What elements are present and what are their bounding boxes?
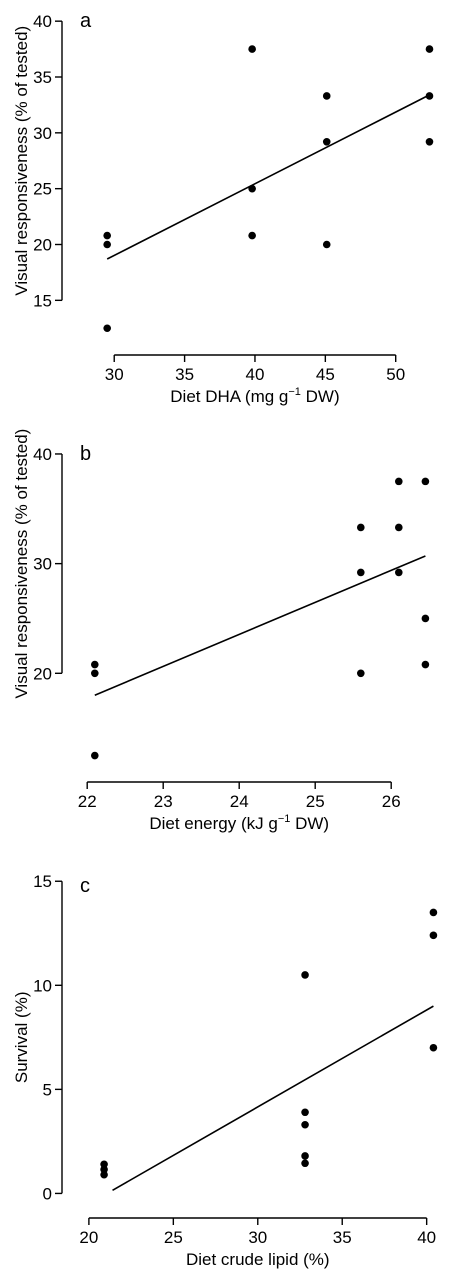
y-tick-label: 10: [33, 976, 52, 995]
data-point: [103, 231, 111, 240]
x-tick-label: 25: [306, 792, 325, 811]
panel-label: a: [80, 10, 92, 32]
data-point: [248, 184, 256, 193]
x-tick-label: 30: [248, 1228, 267, 1247]
x-tick-label: 50: [386, 365, 405, 384]
data-point: [301, 1152, 309, 1160]
data-point: [357, 669, 365, 678]
y-tick-label: 20: [33, 664, 52, 683]
y-tick-label: 40: [33, 12, 52, 31]
data-point: [301, 1159, 309, 1168]
data-point: [248, 45, 256, 53]
x-axis-label-tail: DW): [301, 387, 340, 406]
data-point: [395, 477, 403, 486]
data-point: [301, 971, 309, 979]
y-axis-label: Visual responsiveness (% of tested): [12, 26, 31, 296]
data-point: [100, 1165, 108, 1174]
panel-label: c: [80, 875, 90, 897]
panel-a: 15 20 25 30 35 40 30 35 40 45 50 Diet DHA (mg g−1 D…: [12, 10, 434, 406]
x-tick-label: 35: [333, 1228, 352, 1247]
y-tick-label: 40: [33, 445, 52, 464]
x-tick-label: 22: [78, 792, 97, 811]
panel-c: 0 5 10 15 20 25 30 35 40 Diet crude lipid (%) Surv…: [12, 872, 438, 1269]
data-point: [421, 660, 430, 669]
data-point: [429, 1043, 438, 1052]
y-tick-label: 25: [33, 180, 52, 199]
x-tick-label: 26: [382, 792, 401, 811]
x-axis-label: Diet DHA (mg g−1 DW): [170, 386, 339, 406]
x-axis-label-main: Diet crude lipid (%): [186, 1250, 330, 1269]
data-point: [100, 1160, 108, 1169]
x-axis-label-tail: DW): [290, 814, 329, 833]
fit-line: [112, 1005, 434, 1192]
y-tick-label: 20: [33, 236, 52, 255]
x-tick-label: 35: [175, 365, 194, 384]
x-axis-label-sup: −1: [278, 813, 291, 825]
y-tick-label: 15: [33, 872, 52, 891]
data-point: [421, 614, 430, 623]
data-point: [322, 92, 331, 100]
y-tick-label: 30: [33, 555, 52, 574]
data-point: [395, 523, 403, 532]
data-point: [357, 568, 365, 577]
data-point: [429, 931, 438, 940]
panel-b: 20 30 40 22 23 24 25 26 Diet energy (kJ g−1 DW) V…: [12, 429, 430, 833]
y-tick-label: 0: [43, 1184, 52, 1203]
x-axis-label: Diet crude lipid (%): [186, 1250, 330, 1269]
data-point: [248, 231, 256, 240]
x-tick-label: 25: [164, 1228, 183, 1247]
data-point: [425, 137, 434, 146]
y-axis-label: Visual responsiveness (% of tested): [12, 429, 31, 699]
data-point: [429, 908, 438, 917]
data-point: [103, 240, 111, 249]
data-point: [357, 523, 365, 532]
x-axis-label-main: Diet DHA (mg g: [170, 387, 288, 406]
x-tick-label: 23: [154, 792, 173, 811]
y-tick-label: 5: [43, 1080, 52, 1099]
data-point: [103, 324, 111, 333]
x-axis-label: Diet energy (kJ g−1 DW): [149, 813, 329, 833]
x-tick-label: 45: [316, 365, 335, 384]
data-point: [395, 568, 403, 577]
x-tick-label: 20: [79, 1228, 98, 1247]
data-point: [91, 660, 99, 669]
data-point: [100, 1170, 108, 1179]
x-axis-label-main: Diet energy (kJ g: [149, 814, 278, 833]
panel-label: b: [80, 443, 91, 465]
x-tick-label: 40: [246, 365, 265, 384]
x-tick-label: 40: [417, 1228, 436, 1247]
data-point: [421, 477, 430, 486]
y-tick-label: 35: [33, 68, 52, 87]
data-point: [91, 669, 99, 678]
fit-line: [94, 555, 426, 696]
y-tick-label: 15: [33, 291, 52, 310]
data-point: [425, 92, 434, 100]
data-point: [425, 45, 434, 53]
x-tick-label: 24: [230, 792, 249, 811]
data-point: [322, 240, 331, 249]
data-point: [301, 1108, 309, 1117]
fit-line: [106, 94, 430, 260]
data-point: [322, 137, 331, 146]
y-tick-label: 30: [33, 124, 52, 143]
y-axis-label: Survival (%): [12, 992, 31, 1084]
data-point: [91, 751, 99, 760]
x-axis-label-sup: −1: [288, 386, 301, 398]
data-point: [301, 1120, 309, 1129]
x-tick-label: 30: [105, 365, 124, 384]
